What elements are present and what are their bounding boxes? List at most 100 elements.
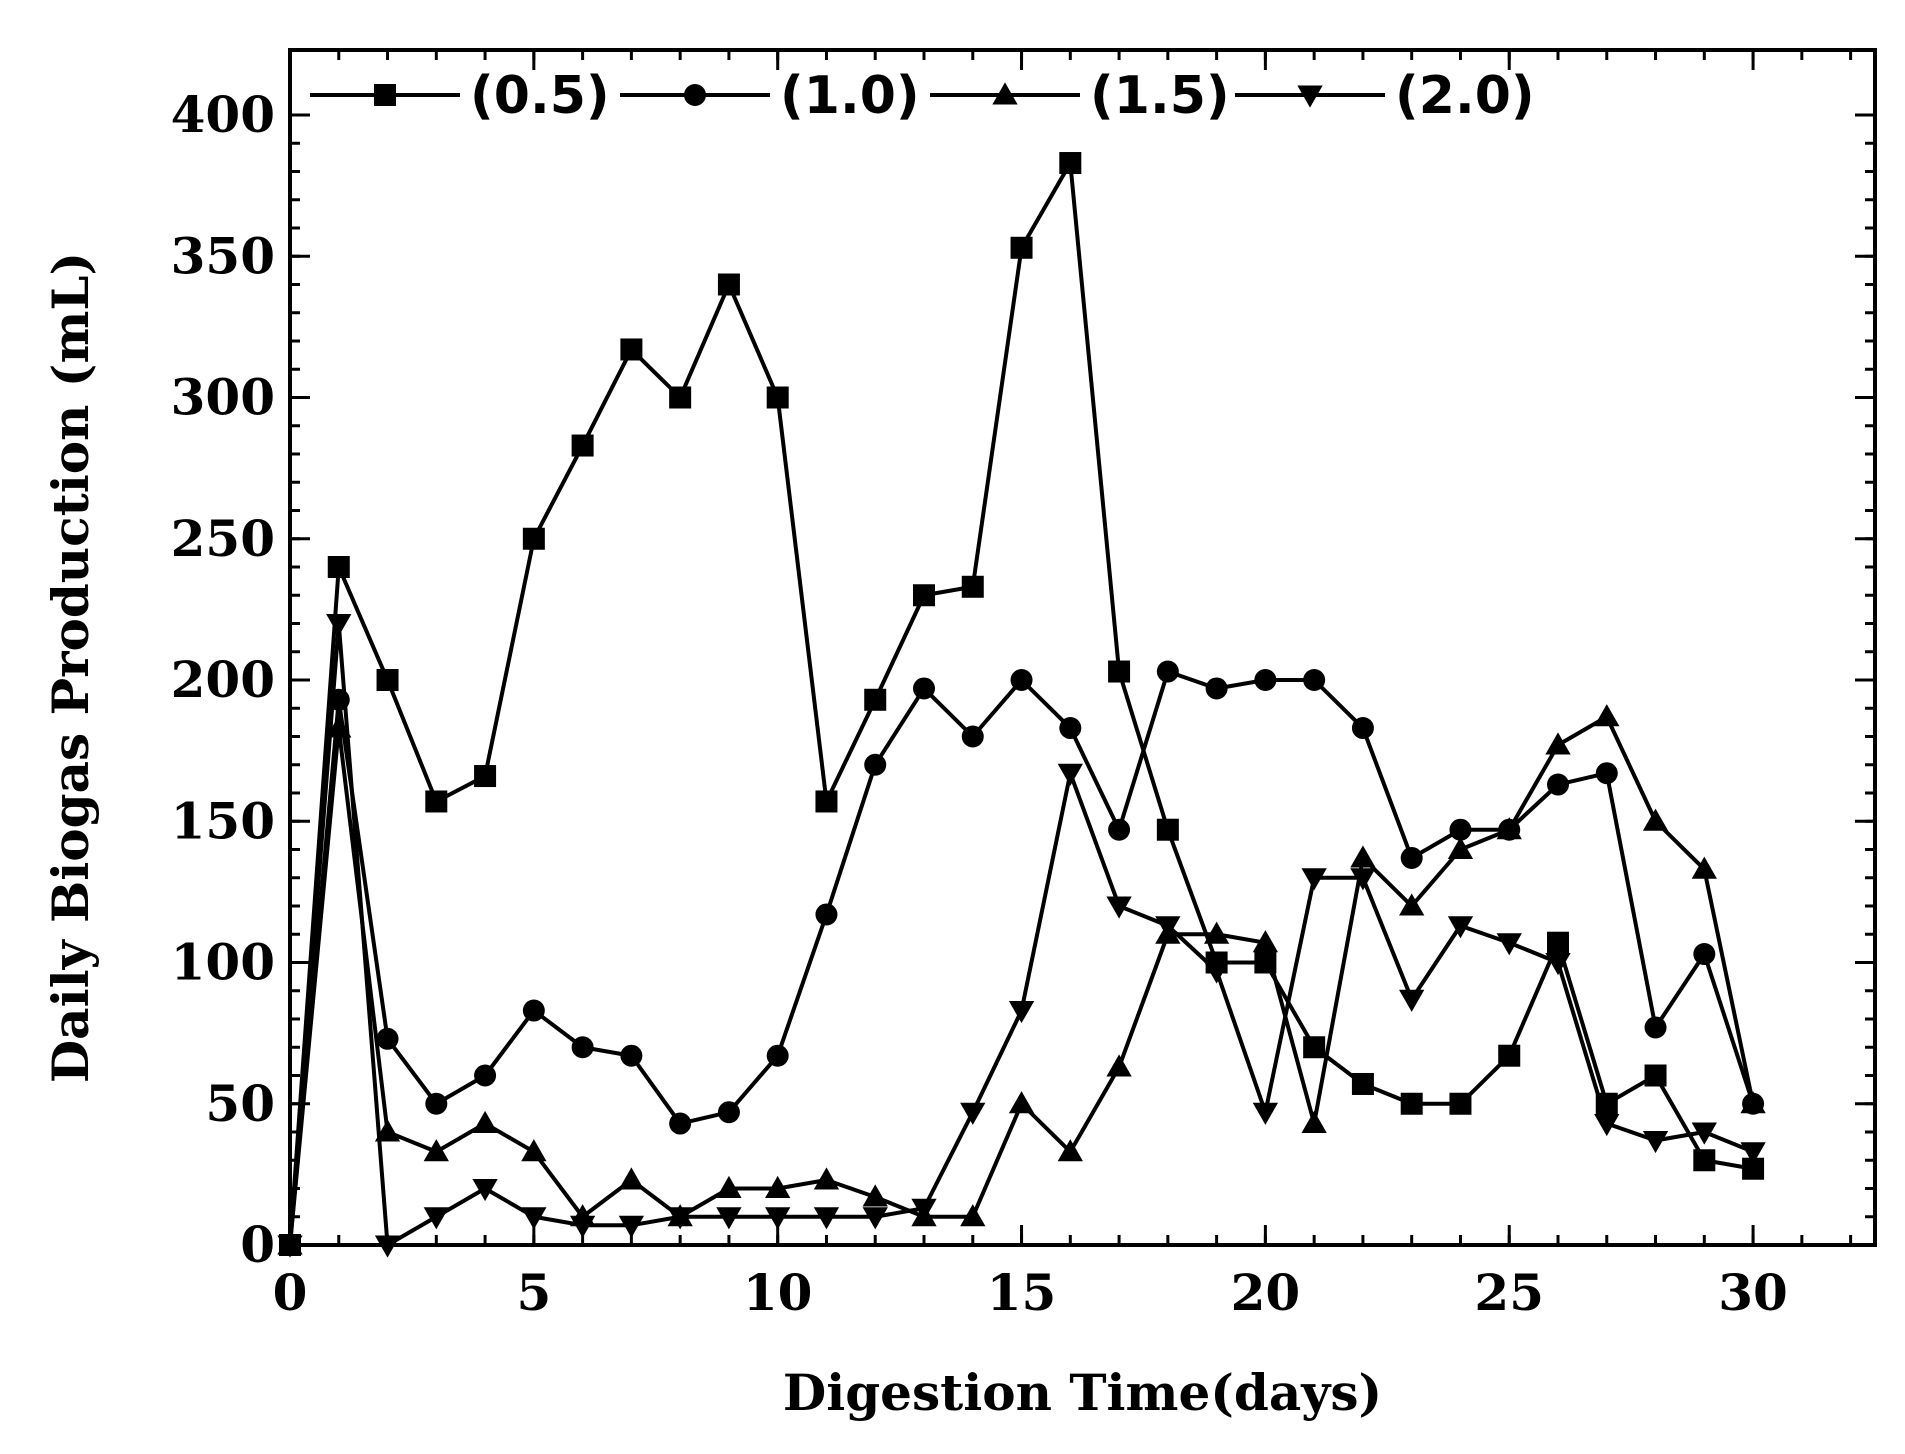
data-point [1108, 818, 1131, 841]
legend-entry-3: (1.5) [930, 66, 1230, 126]
data-point [1057, 1139, 1083, 1162]
data-point [1691, 856, 1717, 879]
y-tick-label: 100 [171, 933, 275, 992]
data-point [472, 1110, 498, 1134]
x-tick-label: 30 [1718, 1263, 1788, 1322]
data-point [376, 669, 399, 691]
data-point [326, 614, 352, 637]
series-line-1 [288, 161, 1754, 1246]
data-point [1496, 817, 1522, 840]
data-point [522, 527, 545, 550]
legend-marker [374, 84, 396, 106]
data-point [620, 338, 643, 361]
y-tick-label: 50 [205, 1074, 275, 1133]
data-point [813, 1167, 840, 1190]
data-point [1594, 1114, 1620, 1137]
data-point [423, 1139, 449, 1162]
legend-entry-4: (2.0) [1235, 66, 1535, 126]
series-line-2 [288, 669, 1755, 1246]
data-point [1693, 943, 1716, 966]
data-point [1303, 1036, 1326, 1059]
data-point [1351, 1072, 1374, 1095]
data-point [813, 1207, 840, 1230]
data-point [1400, 1092, 1423, 1115]
data-point [1252, 930, 1279, 953]
data-point [961, 575, 984, 598]
data-point [911, 1198, 937, 1221]
data-point [1155, 916, 1181, 939]
data-point [1545, 732, 1571, 755]
data-point [862, 1207, 888, 1230]
data-point [1644, 1064, 1667, 1087]
data-point [1399, 893, 1425, 916]
data-point [1203, 921, 1230, 944]
data-point [1693, 1149, 1716, 1172]
data-point [1642, 808, 1669, 831]
data-point [765, 1207, 791, 1230]
data-point [960, 1102, 986, 1125]
x-axis-title: Digestion Time(days) [783, 1363, 1382, 1422]
data-point [521, 1207, 547, 1230]
data-point [1057, 763, 1083, 786]
data-point [765, 1175, 791, 1198]
x-tick-label: 15 [987, 1263, 1057, 1322]
data-point [1106, 1054, 1132, 1077]
data-point [1447, 916, 1474, 939]
data-point [374, 1119, 401, 1142]
data-point [425, 1092, 448, 1115]
data-point [961, 725, 984, 748]
legend-label: (0.5) [470, 66, 610, 126]
data-point [1301, 1110, 1327, 1134]
legend-entry-1: (0.5) [310, 66, 610, 126]
data-point [766, 1044, 789, 1067]
data-point [716, 1175, 742, 1198]
data-point [1059, 717, 1082, 740]
legend-label: (1.0) [780, 66, 920, 126]
data-point [1642, 1130, 1669, 1154]
y-tick-label: 250 [171, 509, 275, 568]
data-point [474, 765, 497, 788]
series-2 [279, 660, 1765, 1256]
data-point [913, 584, 935, 607]
data-point [1496, 933, 1522, 956]
data-point [960, 1204, 986, 1227]
data-point [1059, 152, 1082, 175]
data-point [1203, 961, 1230, 984]
y-tick-label: 350 [171, 226, 275, 285]
data-point [472, 1179, 498, 1202]
legend-entry-2: (1.0) [620, 66, 920, 126]
plot-frame [288, 48, 1877, 1247]
data-point [1010, 236, 1033, 259]
x-tick-label: 20 [1231, 1263, 1301, 1322]
data-point [1742, 1157, 1765, 1180]
data-point [425, 790, 448, 813]
data-point [423, 1207, 449, 1230]
data-point [1691, 1122, 1717, 1145]
data-point [618, 1167, 645, 1190]
data-point [864, 753, 887, 776]
legend-marker [1297, 85, 1323, 108]
data-point [1008, 1001, 1035, 1024]
data-point [669, 386, 692, 409]
data-point [327, 556, 350, 578]
data-point [571, 434, 594, 457]
data-point [1303, 669, 1326, 691]
data-point [1008, 1091, 1035, 1114]
data-point [1498, 1044, 1521, 1067]
data-point [815, 903, 838, 926]
data-point [1740, 1091, 1766, 1114]
y-tick-label: 200 [171, 650, 275, 709]
data-point [1545, 953, 1571, 976]
data-point [474, 1064, 497, 1087]
legend-marker [684, 84, 706, 106]
data-point [374, 1235, 401, 1258]
data-point [1156, 818, 1179, 841]
data-point [862, 1184, 888, 1207]
data-point [913, 677, 935, 700]
legend-label: (2.0) [1395, 66, 1535, 126]
data-point [1106, 896, 1132, 919]
data-point [716, 1207, 742, 1230]
